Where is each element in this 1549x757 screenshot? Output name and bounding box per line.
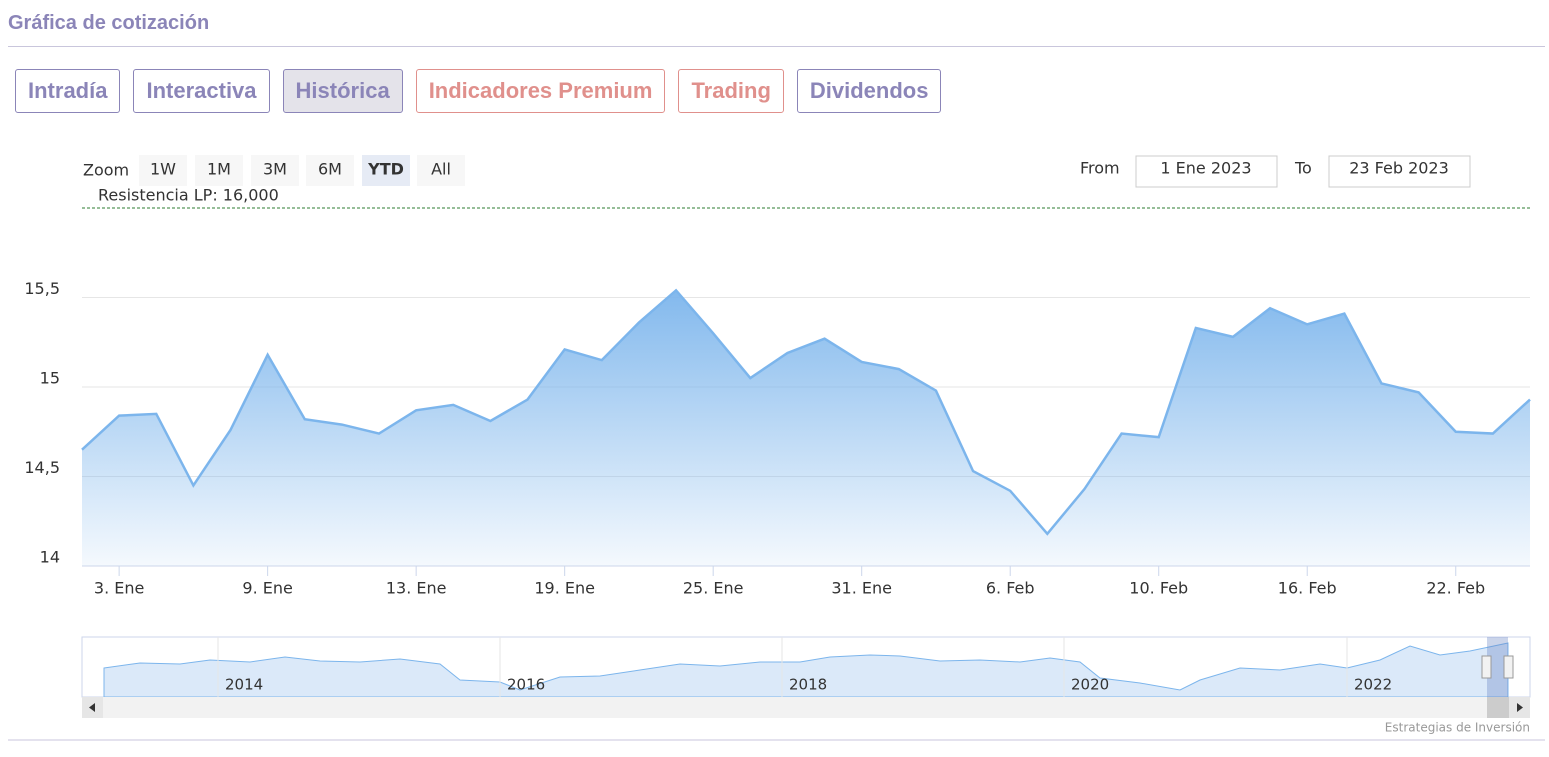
to-label: To xyxy=(1294,159,1312,178)
zoom-button-label: 3M xyxy=(263,160,287,179)
arrow xyxy=(1517,703,1523,712)
credits: Estrategias de Inversión xyxy=(1385,721,1530,735)
x-tick-label: 10. Feb xyxy=(1129,579,1188,598)
from-value: 1 Ene 2023 xyxy=(1160,159,1251,178)
tab[interactable]: Histórica xyxy=(282,69,403,113)
y-tick-label: 14 xyxy=(40,548,60,567)
navigator-selection[interactable] xyxy=(1487,637,1508,697)
price-line xyxy=(81,288,1531,536)
tab[interactable]: Trading xyxy=(678,69,784,113)
tab[interactable]: Intradía xyxy=(15,69,121,113)
navigator-handle[interactable] xyxy=(1503,655,1514,679)
scrollbar[interactable] xyxy=(82,697,1530,718)
scroll-thumb[interactable] xyxy=(1487,697,1509,718)
x-tick-label: 22. Feb xyxy=(1426,579,1485,598)
zoom-button[interactable] xyxy=(195,155,243,186)
zoom-button[interactable] xyxy=(251,155,299,186)
navigator-year: 2020 xyxy=(1071,676,1109,694)
tab[interactable]: Interactiva xyxy=(133,69,270,113)
navigator-year: 2018 xyxy=(789,676,827,694)
zoom-label: Zoom xyxy=(83,161,129,180)
zoom-button[interactable] xyxy=(362,155,410,186)
x-tick-label: 31. Ene xyxy=(831,579,892,598)
tab[interactable]: Dividendos xyxy=(796,69,942,113)
navigator-year: 2014 xyxy=(225,676,263,694)
to-value: 23 Feb 2023 xyxy=(1349,159,1449,178)
zoom-button[interactable] xyxy=(139,155,187,186)
resistance-label: Resistencia LP: 16,000 xyxy=(98,186,279,205)
to-input[interactable] xyxy=(1328,155,1471,188)
x-tick-label: 6. Feb xyxy=(986,579,1035,598)
zoom-button-label: 1W xyxy=(150,160,176,179)
x-tick-label: 13. Ene xyxy=(386,579,447,598)
navigator-series xyxy=(103,642,1509,698)
zoom-button-label: 6M xyxy=(318,160,342,179)
tab[interactable]: Indicadores Premium xyxy=(415,69,666,113)
x-tick-label: 3. Ene xyxy=(94,579,144,598)
divider xyxy=(8,46,1545,47)
x-tick-label: 19. Ene xyxy=(534,579,595,598)
y-tick-label: 15 xyxy=(40,369,60,388)
area-fill xyxy=(82,290,1530,566)
section-title: Gráfica de cotización xyxy=(8,12,210,34)
navigator-year: 2022 xyxy=(1354,676,1392,694)
zoom-button[interactable] xyxy=(306,155,354,186)
zoom-button-label: All xyxy=(431,160,451,179)
navigator-year: 2016 xyxy=(507,676,545,694)
x-tick-label: 16. Feb xyxy=(1278,579,1337,598)
y-tick-label: 14,5 xyxy=(24,458,60,477)
navigator-handle[interactable] xyxy=(1481,655,1492,679)
zoom-button-label: YTD xyxy=(367,160,404,179)
x-tick-label: 25. Ene xyxy=(683,579,744,598)
y-tick-label: 15,5 xyxy=(24,279,60,298)
x-tick-label: 9. Ene xyxy=(242,579,292,598)
arrow xyxy=(89,703,95,712)
from-input[interactable] xyxy=(1135,155,1278,188)
zoom-button[interactable] xyxy=(417,155,465,186)
from-label: From xyxy=(1080,159,1120,178)
tab-bar: Intradía Interactiva Histórica Indicadores … xyxy=(15,69,942,113)
zoom-button-label: 1M xyxy=(207,160,231,179)
